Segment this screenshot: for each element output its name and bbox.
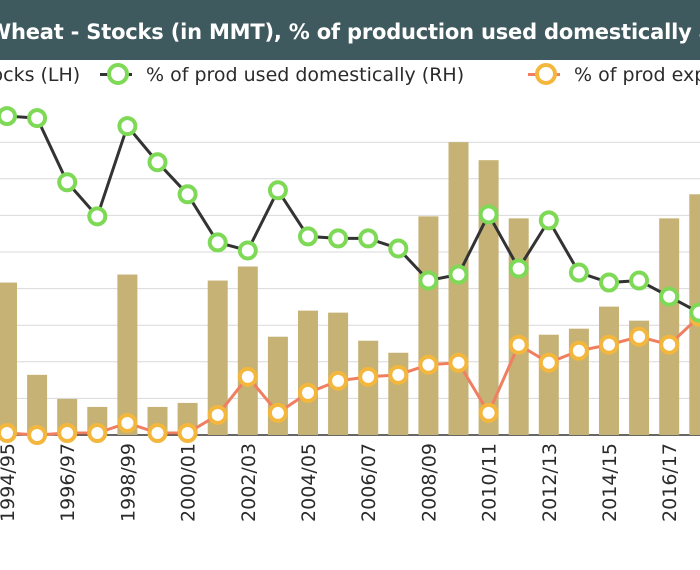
- stocks-bar: [508, 218, 529, 435]
- exported-point: [418, 354, 439, 375]
- exported-point: [177, 422, 198, 443]
- x-tick-label: 2014/15: [599, 443, 621, 522]
- domestic-point: [147, 152, 168, 173]
- x-tick-label: 2000/01: [178, 443, 200, 522]
- legend-exported-label: % of prod exported (RH): [574, 64, 700, 86]
- exported-line: [6, 315, 700, 437]
- title-bar: Wheat - Stocks (in MMT), % of production…: [0, 0, 700, 60]
- x-tick-label: 2006/07: [358, 443, 380, 522]
- legend: Stocks (LH) % of prod used domestically …: [0, 60, 700, 90]
- legend-exported-marker: [535, 63, 557, 85]
- x-tick-label: 1994/95: [0, 443, 19, 522]
- stocks-bar: [207, 280, 228, 435]
- x-tick-label: 2002/03: [238, 443, 260, 522]
- domestic-point: [418, 270, 439, 291]
- legend-domestic-marker: [107, 63, 129, 85]
- legend-domestic-label: % of prod used domestically (RH): [146, 64, 465, 86]
- exported-point: [117, 412, 138, 433]
- domestic-point: [298, 226, 318, 247]
- exported-point: [328, 370, 349, 391]
- stocks-bar: [237, 266, 258, 435]
- domestic-point: [538, 210, 559, 231]
- domestic-point: [207, 232, 228, 253]
- domestic-point: [87, 206, 108, 227]
- domestic-point: [328, 228, 349, 249]
- x-tick-label: 1998/99: [117, 443, 139, 522]
- domestic-point: [27, 108, 48, 129]
- stocks-bar: [629, 320, 650, 435]
- legend-stocks-label: Stocks (LH): [0, 64, 81, 86]
- domestic-point: [599, 272, 619, 293]
- stocks-bar: [358, 340, 379, 435]
- domestic-point: [388, 238, 409, 259]
- exported-point: [659, 334, 680, 355]
- domestic-point: [478, 204, 499, 225]
- x-tick-label: 2012/13: [539, 443, 561, 522]
- x-tick-label: 1996/97: [57, 443, 79, 522]
- exported-point: [478, 402, 499, 423]
- chart-title: Wheat - Stocks (in MMT), % of production…: [0, 20, 700, 44]
- stocks-bar: [599, 306, 619, 435]
- exported-point: [0, 422, 17, 443]
- exported-point: [358, 366, 379, 387]
- domestic-point: [0, 106, 17, 127]
- domestic-point: [689, 302, 700, 323]
- exported-point: [568, 340, 589, 361]
- exported-point: [629, 326, 650, 347]
- exported-point: [388, 364, 409, 385]
- domestic-point: [448, 264, 469, 285]
- domestic-point: [568, 262, 589, 283]
- exported-point: [57, 422, 78, 443]
- domestic-point: [508, 258, 529, 279]
- x-tick-label: 2004/05: [298, 443, 320, 522]
- exported-point: [207, 404, 228, 425]
- domestic-point: [358, 228, 379, 249]
- stocks-bar: [418, 216, 439, 435]
- stocks-bar: [538, 334, 559, 435]
- stocks-bar: [117, 274, 138, 435]
- exported-point: [599, 334, 619, 355]
- exported-point: [538, 352, 559, 373]
- domestic-point: [237, 240, 258, 261]
- x-tick-label: 2016/17: [659, 443, 681, 522]
- exported-point: [147, 422, 168, 443]
- domestic-point: [267, 180, 288, 201]
- exported-point: [87, 422, 108, 443]
- exported-point: [237, 366, 258, 387]
- exported-point: [267, 402, 288, 423]
- domestic-point: [659, 286, 680, 307]
- stocks-bar: [448, 142, 469, 435]
- stocks-bar: [478, 160, 499, 435]
- stocks-bar: [0, 282, 17, 435]
- chart-area: 1994/95 1996/97 1998/99 2000/01 2002/03 2004/…: [0, 106, 700, 522]
- x-tick-label: 2008/09: [418, 443, 440, 522]
- stocks-bar: [659, 218, 680, 435]
- domestic-point: [117, 116, 138, 137]
- exported-point: [508, 334, 529, 355]
- stocks-bar: [27, 374, 48, 435]
- domestic-point: [57, 172, 78, 193]
- x-tick-label: 2010/11: [479, 443, 501, 522]
- exported-point: [448, 352, 469, 373]
- domestic-line: [6, 114, 700, 314]
- domestic-point: [629, 270, 650, 291]
- domestic-point: [177, 184, 198, 205]
- exported-point: [27, 425, 48, 445]
- stocks-bar: [298, 310, 318, 435]
- exported-point: [298, 382, 318, 403]
